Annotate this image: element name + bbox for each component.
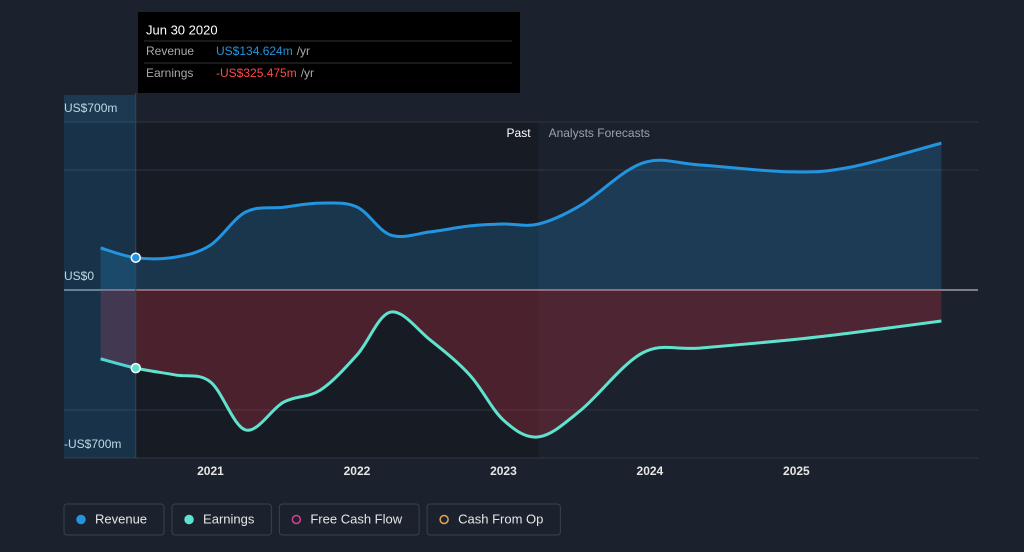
x-tick-label: 2021 — [197, 464, 224, 478]
tooltip-label: Earnings — [146, 66, 193, 80]
legend-marker — [184, 514, 194, 525]
area — [100, 290, 942, 438]
past-label: Past — [507, 126, 532, 140]
tooltip-value: US$134.624m/yr — [216, 44, 310, 58]
legend-marker — [439, 514, 449, 525]
hover-point — [130, 252, 142, 263]
legend-marker — [291, 514, 302, 525]
forecast-label: Analysts Forecasts — [549, 126, 650, 140]
legend-label: Cash From Op — [458, 511, 543, 526]
legend-box — [63, 503, 165, 536]
hover-band — [64, 95, 136, 458]
tooltip-label: Revenue — [146, 44, 194, 58]
y-tick-label: -US$700m — [64, 437, 121, 451]
legend-item[interactable]: Earnings — [171, 503, 272, 536]
tooltip-value-number: -US$325.475m — [216, 66, 297, 80]
tooltip-value: -US$325.475m/yr — [216, 66, 314, 80]
x-tick-label: 2025 — [783, 464, 810, 478]
hover-point — [130, 362, 142, 374]
legend-label: Earnings — [203, 511, 255, 526]
line — [100, 141, 942, 261]
legend-box — [278, 503, 420, 536]
line — [100, 310, 942, 439]
tooltip-date: Jun 30 2020 — [146, 22, 218, 37]
tooltip-unit: /yr — [297, 44, 310, 58]
legend-item[interactable]: Cash From Op — [426, 503, 561, 536]
legend-marker — [76, 514, 86, 525]
legend-label: Revenue — [95, 511, 147, 526]
y-tick-label: US$0 — [64, 269, 94, 283]
tooltip — [138, 12, 520, 93]
legend-item[interactable]: Revenue — [63, 503, 165, 536]
x-tick-label: 2022 — [344, 464, 371, 478]
x-tick-label: 2023 — [490, 464, 517, 478]
area — [100, 143, 942, 290]
legend-label: Free Cash Flow — [310, 511, 402, 526]
y-tick-label: US$700m — [64, 101, 117, 115]
legend-box — [426, 503, 561, 536]
tooltip-unit: /yr — [301, 66, 314, 80]
legend-item[interactable]: Free Cash Flow — [278, 503, 420, 536]
legend-box — [171, 503, 272, 536]
x-tick-label: 2024 — [637, 464, 664, 478]
tooltip-value-number: US$134.624m — [216, 44, 293, 58]
